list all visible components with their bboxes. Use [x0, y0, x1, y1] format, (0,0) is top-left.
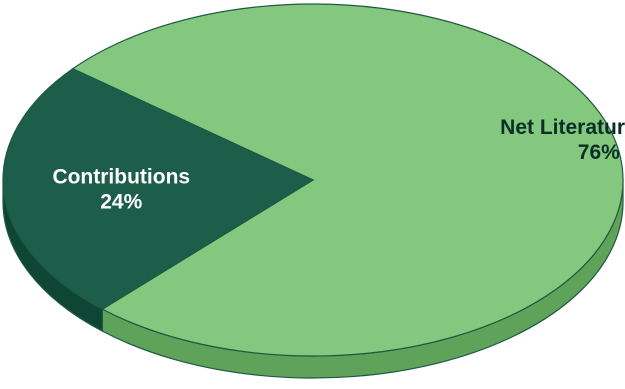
slice-value-contributions: 24%: [100, 191, 142, 214]
pie-label-layer: Net Literature Sales 76% Contributions 2…: [52, 116, 625, 214]
pie-top-layer: [2, 3, 624, 357]
slice-label-contributions: Contributions: [52, 166, 190, 189]
slice-label-net-literature-sales: Net Literature Sales: [500, 116, 625, 139]
slice-value-net-literature-sales: 76%: [578, 141, 620, 164]
slice-net-literature-sales: [71, 3, 624, 357]
slice-contributions: [2, 68, 315, 310]
